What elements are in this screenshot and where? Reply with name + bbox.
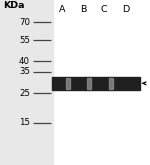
Text: 35: 35 [19,67,30,76]
Text: 25: 25 [19,89,30,98]
Bar [109,78,113,89]
Text: A: A [59,5,66,14]
Text: 70: 70 [19,18,30,27]
Text: D: D [122,5,130,14]
Text: B: B [80,5,86,14]
Bar [87,78,91,89]
Text: 15: 15 [19,118,30,127]
Text: 55: 55 [19,36,30,45]
Bar [52,77,140,90]
Text: 40: 40 [19,57,30,66]
Text: C: C [101,5,108,14]
Bar [66,78,70,89]
Text: KDa: KDa [3,1,24,10]
Bar [0,0,52,165]
